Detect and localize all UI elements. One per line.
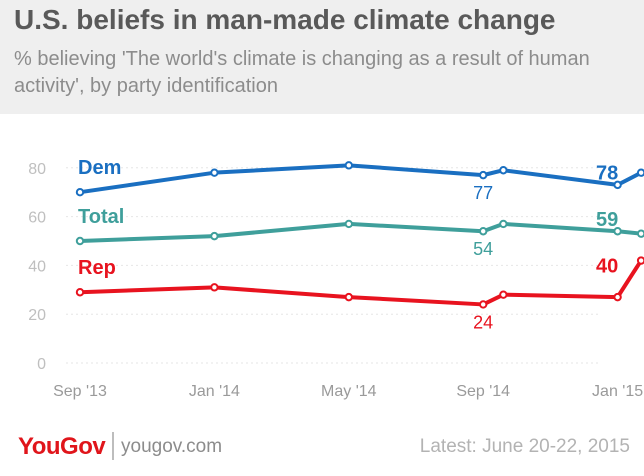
y-tick-label: 0 [37, 356, 46, 373]
chart-header: U.S. beliefs in man-made climate change … [0, 0, 644, 114]
y-tick-label: 40 [28, 258, 46, 275]
x-tick-label: Jan '14 [189, 383, 240, 400]
data-point-total [499, 219, 508, 229]
x-tick-label: May '14 [321, 383, 377, 400]
data-point-dem [499, 166, 508, 175]
data-point-rep [479, 300, 488, 309]
x-tick-label: Sep '14 [456, 383, 510, 400]
data-point-dem [479, 170, 488, 180]
x-tick-label: Jan '15 [592, 383, 643, 400]
footer-divider [112, 432, 114, 460]
data-point-total [344, 219, 353, 229]
series-label-total: Total [78, 206, 124, 228]
data-point-rep [613, 292, 622, 302]
data-point-total [210, 231, 219, 241]
end-value-label-rep: 40 [596, 255, 618, 277]
line-chart: 0 20 40 60 80 Sep '13 Jan '14 May '14 Sep '14 Jan… [28, 157, 644, 400]
chart-subtitle: % believing 'The world's climate is chan… [14, 48, 590, 97]
series-line-rep [78, 258, 644, 307]
data-point-dem [210, 168, 219, 177]
data-point-rep [75, 288, 85, 297]
y-tick-label: 80 [28, 161, 46, 178]
annotation-label-rep: 24 [473, 312, 493, 332]
data-point-total [613, 227, 622, 236]
data-point-total [479, 227, 488, 236]
data-point-rep [344, 292, 353, 302]
data-point-rep [499, 290, 508, 299]
series-label-rep: Rep [78, 257, 116, 279]
data-point-total [75, 236, 85, 246]
annotation-label-dem: 77 [473, 183, 493, 203]
data-point-dem [613, 180, 622, 190]
data-point-rep [636, 256, 644, 265]
end-value-label-total: 59 [596, 209, 618, 231]
footer-url: yougov.com [121, 436, 223, 457]
data-point-dem [344, 161, 353, 170]
data-point-dem [636, 168, 644, 177]
chart-title: U.S. beliefs in man-made climate change [14, 4, 556, 35]
x-tick-label: Sep '13 [53, 383, 107, 400]
data-point-total [636, 229, 644, 238]
footer-date: Latest: June 20-22, 2015 [419, 436, 630, 457]
annotation-label-total: 54 [473, 239, 493, 259]
y-tick-label: 60 [28, 210, 46, 227]
series-line-dem [78, 163, 644, 195]
series-label-dem: Dem [78, 157, 121, 179]
y-tick-label: 20 [28, 307, 46, 324]
data-point-rep [210, 283, 219, 292]
yougov-logo: YouGov [18, 433, 106, 460]
data-point-dem [75, 188, 85, 197]
end-value-label-dem: 78 [596, 163, 618, 185]
series-line-total [78, 221, 644, 243]
